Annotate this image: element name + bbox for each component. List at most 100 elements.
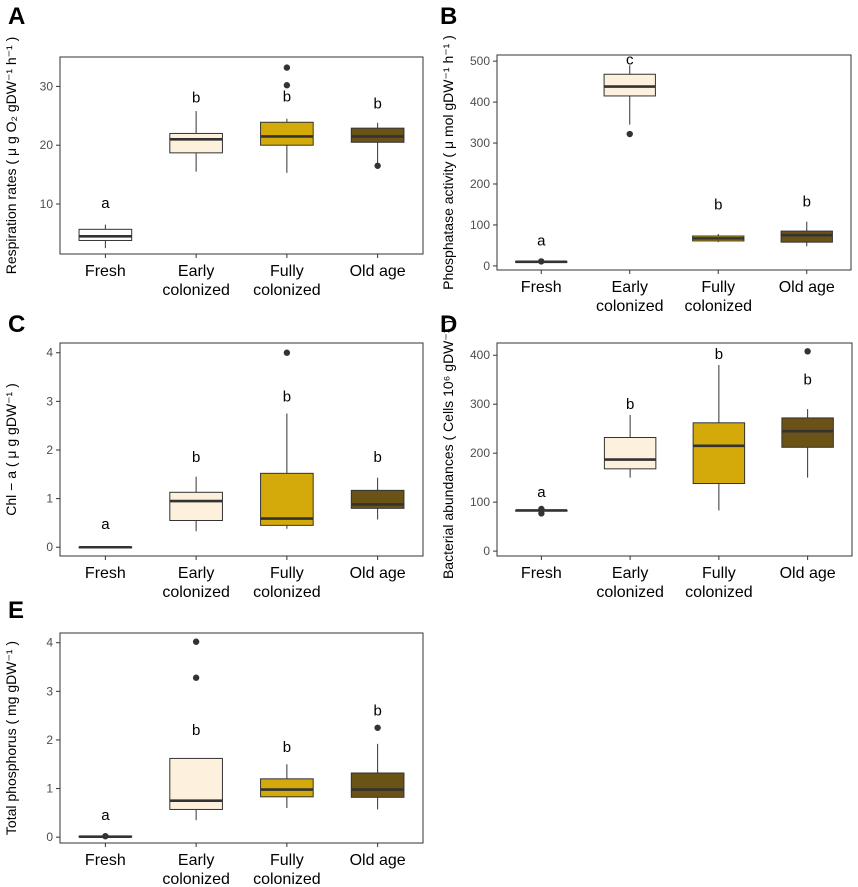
panel-letter: C <box>8 311 25 338</box>
box-fresh: a <box>78 516 133 549</box>
box-iqr <box>692 422 746 485</box>
x-category-label: Early colonized <box>162 852 230 887</box>
significance-letter: a <box>101 807 110 824</box>
significance-letter: a <box>537 484 546 501</box>
y-tick-label: 4 <box>46 346 53 360</box>
box-old-age: b <box>781 348 834 478</box>
box-early-colonized: b <box>603 396 657 478</box>
x-category-label: Early colonized <box>596 565 664 601</box>
x-category-label: Fully colonized <box>685 565 753 601</box>
y-tick-label: 100 <box>470 495 490 509</box>
y-tick-label: 200 <box>470 177 490 191</box>
outlier-point <box>283 64 291 71</box>
outlier-point <box>538 505 545 513</box>
y-axis-label: Chl − a ( μ g gDW⁻¹ ) <box>3 383 19 516</box>
outlier-point <box>538 258 545 265</box>
x-category-label: Old age <box>350 852 406 869</box>
box-iqr <box>260 778 314 798</box>
y-tick-label: 2 <box>46 733 53 747</box>
box-fresh: a <box>78 195 133 249</box>
box-iqr <box>350 772 405 798</box>
x-category-label: Fully colonized <box>253 263 321 299</box>
outlier-point <box>374 724 381 731</box>
panel-letter: B <box>440 3 457 30</box>
y-axis-label: Bacterial abundances ( Cells 10⁶ gDW⁻¹ ) <box>440 320 456 579</box>
x-category-label: Fresh <box>85 263 126 280</box>
box-fully-colonized: b <box>260 349 314 529</box>
outlier-point <box>283 82 291 89</box>
significance-letter: b <box>192 89 200 106</box>
outlier-point <box>626 130 633 138</box>
significance-letter: b <box>714 196 722 213</box>
y-tick-label: 300 <box>470 136 490 150</box>
y-tick-label: 4 <box>46 636 53 650</box>
box-iqr <box>260 472 314 526</box>
box-fresh: a <box>515 484 568 517</box>
significance-letter: b <box>626 396 634 413</box>
y-tick-label: 1 <box>46 492 53 506</box>
significance-letter: b <box>192 449 200 466</box>
y-axis-label: Respiration rates ( μ g O₂ gDW⁻¹ h⁻¹ ) <box>3 37 19 275</box>
significance-letter: b <box>715 346 723 363</box>
x-category-label: Old age <box>779 279 835 296</box>
x-category-label: Fully colonized <box>253 565 321 601</box>
y-tick-label: 400 <box>470 95 490 109</box>
x-category-label: Old age <box>780 565 836 582</box>
y-tick-label: 0 <box>483 544 490 558</box>
outlier-point <box>804 348 811 355</box>
x-category-label: Old age <box>350 565 406 582</box>
box-early-colonized: b <box>169 638 223 821</box>
y-tick-label: 20 <box>40 138 54 152</box>
box-fully-colonized: b <box>260 739 314 808</box>
y-tick-label: 2 <box>46 443 53 457</box>
y-tick-label: 400 <box>470 348 490 362</box>
x-category-label: Fully colonized <box>253 852 321 887</box>
y-tick-label: 30 <box>40 79 54 93</box>
panel-a: A 10 20 30 Respiration rates ( μ g O₂ gDW⁻¹ … <box>3 3 424 299</box>
significance-letter: b <box>803 194 811 211</box>
panel-e: E 0 1 2 3 4 Total phosphorus ( mg gDW⁻¹ ) a Fres… <box>3 597 424 887</box>
x-category-label: Fresh <box>85 852 126 869</box>
x-category-label: Fully colonized <box>684 279 752 315</box>
y-tick-label: 0 <box>483 259 490 273</box>
box-old-age: b <box>350 449 405 520</box>
y-tick-label: 3 <box>46 684 53 698</box>
significance-letter: a <box>101 516 110 533</box>
box-iqr <box>603 73 656 97</box>
outlier-point <box>192 638 200 645</box>
x-category-label: Early colonized <box>162 565 230 601</box>
box-old-age: b <box>350 703 405 810</box>
y-tick-label: 0 <box>46 540 53 554</box>
box-fresh: a <box>515 232 568 265</box>
plot-frame <box>496 342 853 557</box>
outlier-point <box>102 832 109 840</box>
box-iqr <box>169 491 223 522</box>
significance-letter: b <box>803 372 811 389</box>
panel-b: B 0 100 200 300 400 500 Phosphatase activity ( … <box>440 3 852 315</box>
box-fresh: a <box>78 807 133 840</box>
outlier-point <box>283 349 291 356</box>
x-category-label: Old age <box>350 263 406 280</box>
x-category-label: Fresh <box>521 565 562 582</box>
box-iqr <box>781 417 834 448</box>
x-category-label: Early colonized <box>596 279 664 315</box>
significance-letter: c <box>626 51 634 68</box>
x-category-label: Fresh <box>521 279 562 296</box>
panel-letter: A <box>8 3 25 30</box>
outlier-point <box>374 162 381 169</box>
box-iqr <box>603 437 657 470</box>
box-old-age: b <box>780 194 833 247</box>
significance-letter: b <box>283 739 291 756</box>
box-fully-colonized: b <box>692 196 745 243</box>
y-tick-label: 0 <box>46 830 53 844</box>
x-category-label: Early colonized <box>162 263 230 299</box>
outlier-point <box>192 674 200 681</box>
panel-d: D 0 100 200 300 400 Bacterial abundances ( Cel… <box>440 311 853 601</box>
y-tick-label: 1 <box>46 782 53 796</box>
significance-letter: b <box>373 96 381 113</box>
box-fully-colonized: b <box>260 64 314 173</box>
panel-letter: E <box>8 597 24 624</box>
significance-letter: b <box>373 703 381 720</box>
plot-frame <box>59 56 424 255</box>
y-tick-label: 500 <box>470 54 490 68</box>
